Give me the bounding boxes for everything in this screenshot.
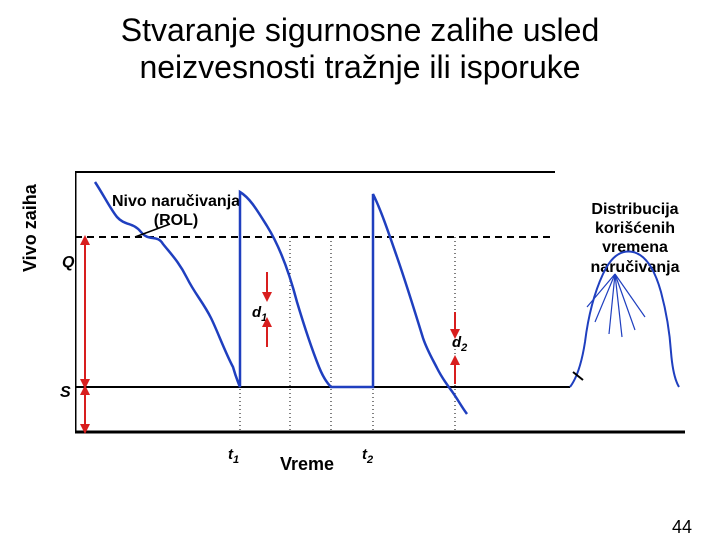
distribution-curve	[570, 251, 679, 387]
inventory-line	[95, 182, 467, 414]
q-label: Q	[62, 254, 74, 272]
y-axis-label: Vivo zaiha	[20, 184, 41, 272]
chart-container: Vivo zaiha Vreme Nivo naručivanja (ROL) …	[20, 162, 700, 492]
page-number: 44	[672, 517, 692, 538]
distribution-rays	[587, 274, 645, 337]
inventory-chart-svg	[75, 162, 695, 452]
x-axis-label: Vreme	[280, 454, 334, 475]
s-label: S	[60, 384, 71, 402]
page-title: Stvaranje sigurnosne zalihe usled neizve…	[40, 12, 680, 86]
